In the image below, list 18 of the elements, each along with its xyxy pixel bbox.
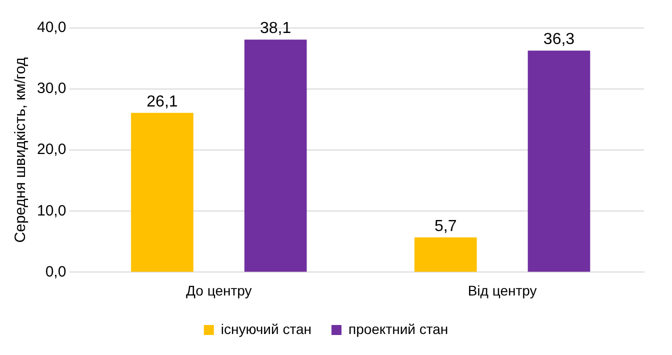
data-label: 38,1	[260, 20, 292, 38]
x-tick-label: Від центру	[468, 282, 537, 298]
y-tick-label: 20,0	[36, 141, 66, 158]
bar	[414, 237, 477, 272]
data-label: 36,3	[543, 30, 575, 48]
bar	[131, 112, 194, 272]
y-tick-label: 0,0	[45, 263, 66, 280]
y-tick-label: 10,0	[36, 202, 66, 220]
legend-label: проектний стан	[348, 320, 448, 337]
y-tick-label: 30,0	[36, 80, 66, 98]
x-tick-label: До центру	[186, 282, 252, 298]
data-label: 26,1	[146, 93, 178, 110]
y-axis-title: Середня швидкість, км/год	[12, 57, 30, 243]
data-label: 5,7	[434, 218, 457, 235]
y-tick-label: 40,0	[36, 19, 66, 36]
bar	[528, 50, 590, 272]
legend-label: існуючий стан	[220, 320, 312, 337]
bar	[244, 40, 307, 272]
